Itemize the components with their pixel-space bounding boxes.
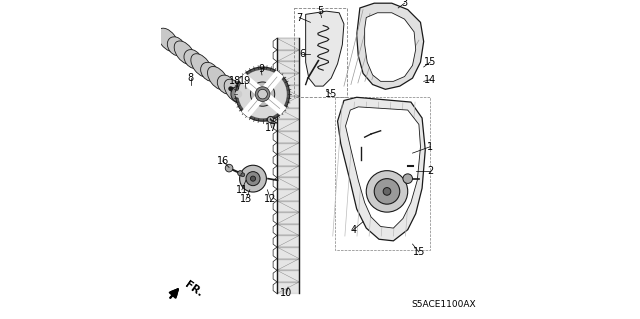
Polygon shape — [277, 96, 300, 108]
Polygon shape — [277, 235, 300, 247]
Ellipse shape — [236, 91, 242, 98]
Circle shape — [238, 70, 287, 118]
Polygon shape — [277, 50, 300, 62]
Ellipse shape — [174, 41, 195, 64]
Text: 5: 5 — [317, 6, 323, 16]
Ellipse shape — [191, 54, 211, 77]
Polygon shape — [277, 201, 300, 212]
Polygon shape — [277, 259, 300, 270]
Circle shape — [239, 165, 266, 192]
Polygon shape — [346, 107, 420, 228]
Polygon shape — [365, 13, 416, 81]
Polygon shape — [277, 177, 300, 189]
Ellipse shape — [218, 75, 235, 94]
Circle shape — [268, 116, 274, 123]
Ellipse shape — [231, 86, 246, 102]
Text: 9: 9 — [258, 63, 264, 74]
Circle shape — [246, 172, 260, 186]
Text: 10: 10 — [280, 288, 292, 299]
Polygon shape — [277, 282, 300, 293]
Text: 6: 6 — [300, 49, 305, 59]
Text: 16: 16 — [216, 156, 229, 166]
Polygon shape — [337, 97, 425, 241]
Text: 15: 15 — [424, 57, 436, 67]
Text: 18: 18 — [229, 76, 241, 86]
Circle shape — [255, 87, 270, 101]
Circle shape — [258, 89, 268, 99]
Polygon shape — [277, 108, 300, 120]
Polygon shape — [277, 85, 300, 96]
Text: S5ACE1100AX: S5ACE1100AX — [412, 300, 476, 309]
Polygon shape — [277, 143, 300, 154]
Text: 17: 17 — [266, 122, 278, 133]
Text: 15: 15 — [325, 89, 337, 99]
Circle shape — [374, 179, 400, 204]
Polygon shape — [277, 224, 300, 235]
Circle shape — [237, 171, 243, 176]
Text: 1: 1 — [427, 142, 433, 152]
Text: 14: 14 — [424, 75, 436, 85]
Text: 19: 19 — [239, 76, 251, 86]
Ellipse shape — [167, 37, 185, 56]
Ellipse shape — [200, 62, 218, 81]
Text: 8: 8 — [188, 73, 194, 83]
Circle shape — [236, 67, 290, 121]
Text: 2: 2 — [427, 166, 433, 176]
Circle shape — [250, 176, 255, 181]
Text: FR.: FR. — [183, 280, 204, 299]
Polygon shape — [277, 189, 300, 201]
Polygon shape — [277, 247, 300, 259]
Ellipse shape — [207, 66, 228, 90]
Polygon shape — [277, 212, 300, 224]
Circle shape — [383, 188, 391, 195]
Ellipse shape — [224, 79, 245, 103]
Ellipse shape — [157, 28, 178, 52]
Text: 4: 4 — [351, 225, 356, 235]
Circle shape — [241, 173, 244, 177]
Circle shape — [225, 164, 233, 172]
Polygon shape — [277, 131, 300, 143]
Text: 7: 7 — [296, 12, 302, 23]
Text: 3: 3 — [401, 0, 408, 8]
Circle shape — [403, 174, 413, 183]
Circle shape — [250, 82, 275, 106]
Text: 12: 12 — [264, 194, 276, 204]
Polygon shape — [277, 62, 300, 73]
Polygon shape — [277, 154, 300, 166]
Polygon shape — [277, 120, 300, 131]
Text: 13: 13 — [240, 194, 252, 204]
Polygon shape — [277, 38, 300, 50]
Text: 15: 15 — [413, 247, 425, 257]
Text: 11: 11 — [236, 185, 248, 195]
Ellipse shape — [184, 49, 202, 69]
Polygon shape — [306, 11, 344, 86]
Polygon shape — [356, 3, 424, 89]
Polygon shape — [277, 270, 300, 282]
Polygon shape — [277, 166, 300, 177]
Circle shape — [366, 171, 408, 212]
Polygon shape — [277, 73, 300, 85]
